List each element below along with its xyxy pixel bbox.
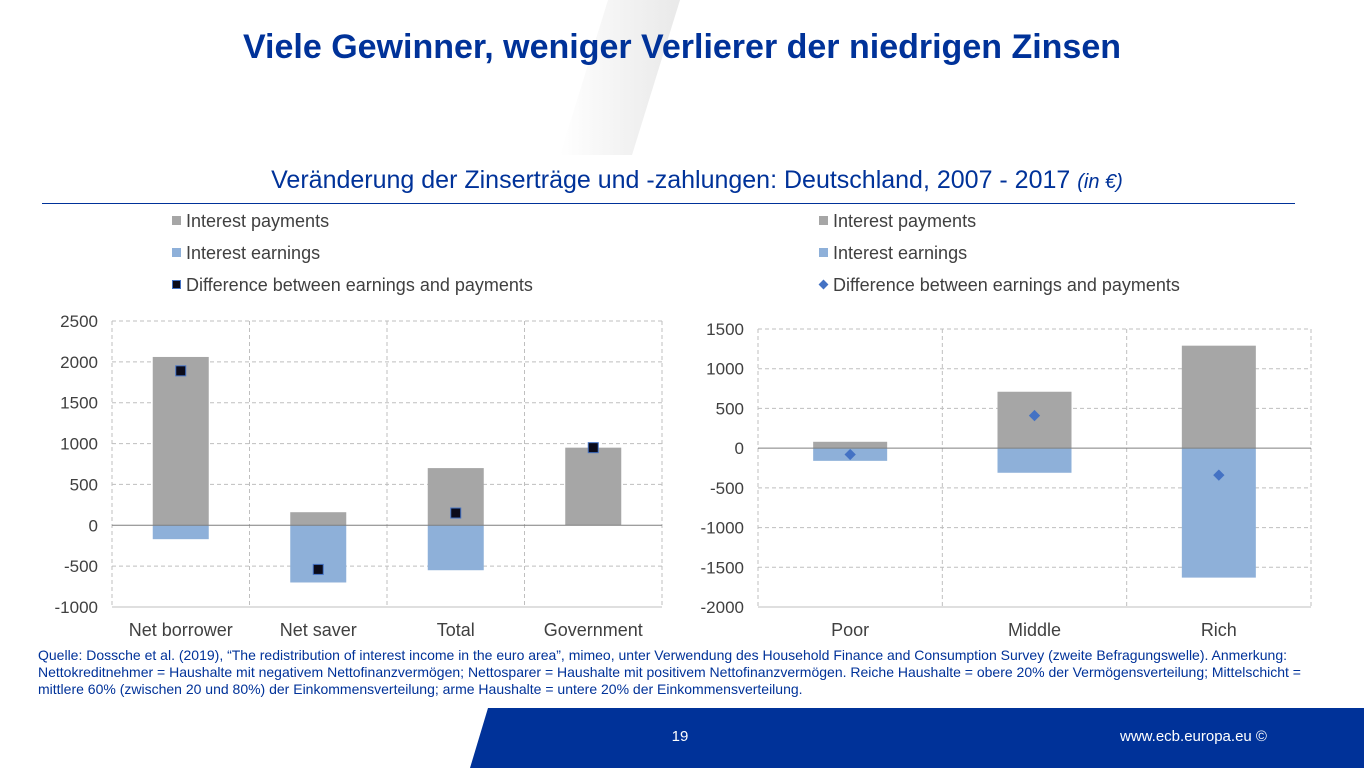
y-tick-label: 2500 [60,312,98,331]
legend-marker-diamond [818,279,829,290]
y-tick-label: 1500 [706,320,744,339]
x-tick-label: Total [437,620,475,640]
y-tick-label: 0 [735,439,744,458]
legend-right: Interest payments Interest earnings Diff… [818,211,1239,301]
bar-interest-earnings [997,448,1072,473]
website-link[interactable]: www.ecb.europa.eu © [1120,728,1267,745]
y-tick-label: 2000 [60,353,98,372]
difference-marker [1213,469,1225,481]
legend-label-difference: Difference between earnings and payments [186,275,533,295]
y-tick-label: -1000 [55,598,98,617]
y-tick-label: -500 [64,557,98,576]
y-tick-label: 500 [70,475,98,494]
bar-interest-earnings [427,525,484,571]
legend-label-payments: Interest payments [833,211,977,231]
x-tick-label: Middle [1008,620,1061,640]
decorative-wedge [560,0,680,155]
difference-marker [587,442,599,454]
slide-title: Viele Gewinner, weniger Verlierer der ni… [242,28,1122,66]
bar-interest-payments [152,356,209,526]
difference-marker [175,365,187,377]
bar-interest-earnings [152,525,209,540]
difference-marker [312,563,324,575]
bar-interest-payments [1181,345,1256,449]
chart-by-borrower-status: 2500 2000 1500 1000 500 0 -500 -1000 Net borrowe… [55,312,663,640]
bar-interest-payments [290,512,347,526]
subtitle-text: Veränderung der Zinserträge und -zahlung… [271,166,1071,194]
source-footnote: Quelle: Dossche et al. (2019), “The redi… [38,647,1301,697]
x-tick-label: Poor [831,620,869,640]
y-tick-label: 1000 [60,435,98,454]
legend-swatch-payments [819,216,828,225]
y-tick-label: -1000 [701,519,744,538]
legend-left: Interest payments Interest earnings Diff… [172,211,592,301]
legend-marker-square [172,280,181,289]
chart-subtitle: Veränderung der Zinserträge und -zahlung… [0,166,1364,195]
legend-swatch-payments [172,216,181,225]
x-tick-label: Net borrower [129,620,233,640]
difference-marker [1028,409,1041,422]
y-tick-label: 500 [716,399,744,418]
bar-interest-payments [813,441,888,449]
page-number: 19 [671,728,689,745]
chart-by-wealth-group: 1500 1000 500 0 -500 -1000 -1500 -2000 Poor Middl… [701,320,1312,640]
y-tick-label: -1500 [701,558,744,577]
x-tick-label: Net saver [280,620,357,640]
y-tick-label: -2000 [701,598,744,617]
bar-interest-payments [565,447,622,526]
y-tick-label: -500 [710,479,744,498]
legend-label-difference: Difference between earnings and payments [833,275,1180,295]
bar-interest-earnings [1181,448,1256,578]
footer-bar [470,708,1364,768]
legend-label-earnings: Interest earnings [833,243,968,263]
y-tick-label: 1000 [706,360,744,379]
y-tick-label: 0 [89,516,98,535]
subtitle-unit: (in €) [1077,171,1123,193]
y-tick-label: 1500 [60,394,98,413]
legend-swatch-earnings [172,248,181,257]
legend-label-earnings: Interest earnings [186,243,321,263]
legend-swatch-earnings [819,248,828,257]
difference-marker [844,448,856,461]
x-tick-label: Rich [1201,620,1237,640]
x-tick-label: Government [544,620,643,640]
subtitle-rule [42,203,1295,204]
legend-label-payments: Interest payments [186,211,330,231]
difference-marker [450,507,462,519]
